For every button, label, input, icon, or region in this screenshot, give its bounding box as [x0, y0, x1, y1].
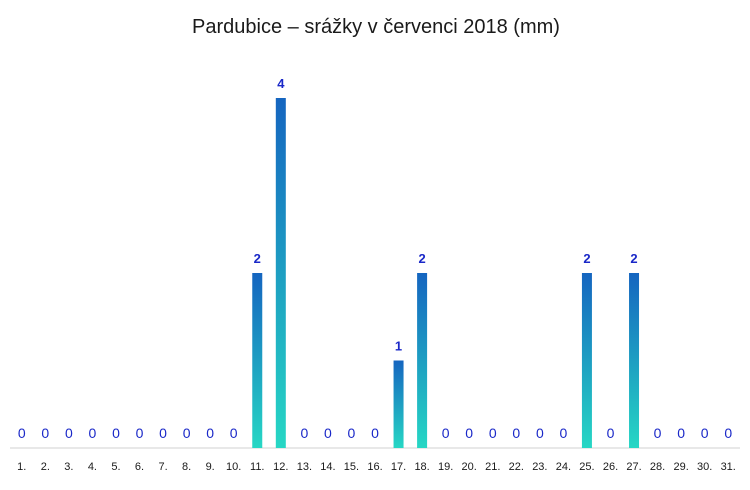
data-label: 0 [112, 425, 120, 441]
x-tick-label: 22. [509, 461, 524, 473]
data-label: 0 [512, 425, 520, 441]
data-label: 0 [654, 425, 662, 441]
x-tick-label: 16. [367, 461, 382, 473]
x-tick-label: 19. [438, 461, 453, 473]
data-label: 0 [489, 425, 497, 441]
x-tick-label: 29. [673, 461, 688, 473]
x-tick-label: 14. [320, 461, 335, 473]
data-label: 0 [230, 425, 238, 441]
x-tick-label: 27. [626, 461, 641, 473]
data-label: 0 [136, 425, 144, 441]
data-label: 0 [559, 425, 567, 441]
data-label: 0 [65, 425, 73, 441]
data-label: 0 [677, 425, 685, 441]
data-label: 0 [18, 425, 26, 441]
data-label: 0 [371, 425, 379, 441]
x-tick-label: 5. [111, 461, 120, 473]
x-tick-label: 24. [556, 461, 571, 473]
x-tick-label: 13. [297, 461, 312, 473]
bar [275, 98, 286, 448]
data-label: 0 [183, 425, 191, 441]
x-tick-label: 4. [88, 461, 97, 473]
x-tick-label: 20. [462, 461, 477, 473]
data-label: 2 [583, 251, 590, 266]
x-tick-label: 7. [158, 461, 167, 473]
x-tick-label: 6. [135, 461, 144, 473]
x-tick-label: 8. [182, 461, 191, 473]
x-tick-label: 25. [579, 461, 594, 473]
x-tick-label: 3. [64, 461, 73, 473]
x-tick-label: 23. [532, 461, 547, 473]
data-label: 0 [701, 425, 709, 441]
bar [581, 273, 592, 448]
data-label: 1 [395, 339, 402, 354]
data-label: 0 [159, 425, 167, 441]
data-label: 0 [300, 425, 308, 441]
x-tick-label: 26. [603, 461, 618, 473]
data-label: 0 [41, 425, 49, 441]
data-label: 0 [465, 425, 473, 441]
x-tick-label: 11. [250, 461, 264, 473]
x-tick-label: 17. [391, 461, 406, 473]
bar [629, 273, 640, 448]
data-label: 0 [324, 425, 332, 441]
x-tick-label: 15. [344, 461, 359, 473]
x-tick-label: 28. [650, 461, 665, 473]
bar [393, 360, 404, 448]
bar [252, 273, 263, 448]
x-tick-group: 1. 2. 3. 4. 5. 6. 7. 8. 9. 10. 11. 12. 13. 14. 15. 16. 1… [17, 461, 736, 473]
x-tick-label: 21. [485, 461, 500, 473]
x-tick-label: 18. [414, 461, 429, 473]
data-label: 0 [607, 425, 615, 441]
x-tick-label: 2. [41, 461, 50, 473]
bar-group [252, 98, 640, 448]
data-label: 2 [630, 251, 637, 266]
data-label: 2 [418, 251, 425, 266]
data-label: 0 [89, 425, 97, 441]
data-label: 0 [442, 425, 450, 441]
x-tick-label: 9. [206, 461, 215, 473]
x-tick-label: 10. [226, 461, 241, 473]
data-label: 0 [206, 425, 214, 441]
x-tick-label: 31. [721, 461, 736, 473]
data-label: 0 [348, 425, 356, 441]
chart-title: Pardubice – srážky v červenci 2018 (mm) [192, 16, 560, 38]
bar [417, 273, 428, 448]
x-tick-label: 1. [17, 461, 26, 473]
data-label: 0 [724, 425, 732, 441]
data-label: 2 [254, 251, 261, 266]
x-tick-label: 12. [273, 461, 288, 473]
data-label: 4 [277, 76, 285, 91]
data-label: 0 [536, 425, 544, 441]
x-tick-label: 30. [697, 461, 712, 473]
